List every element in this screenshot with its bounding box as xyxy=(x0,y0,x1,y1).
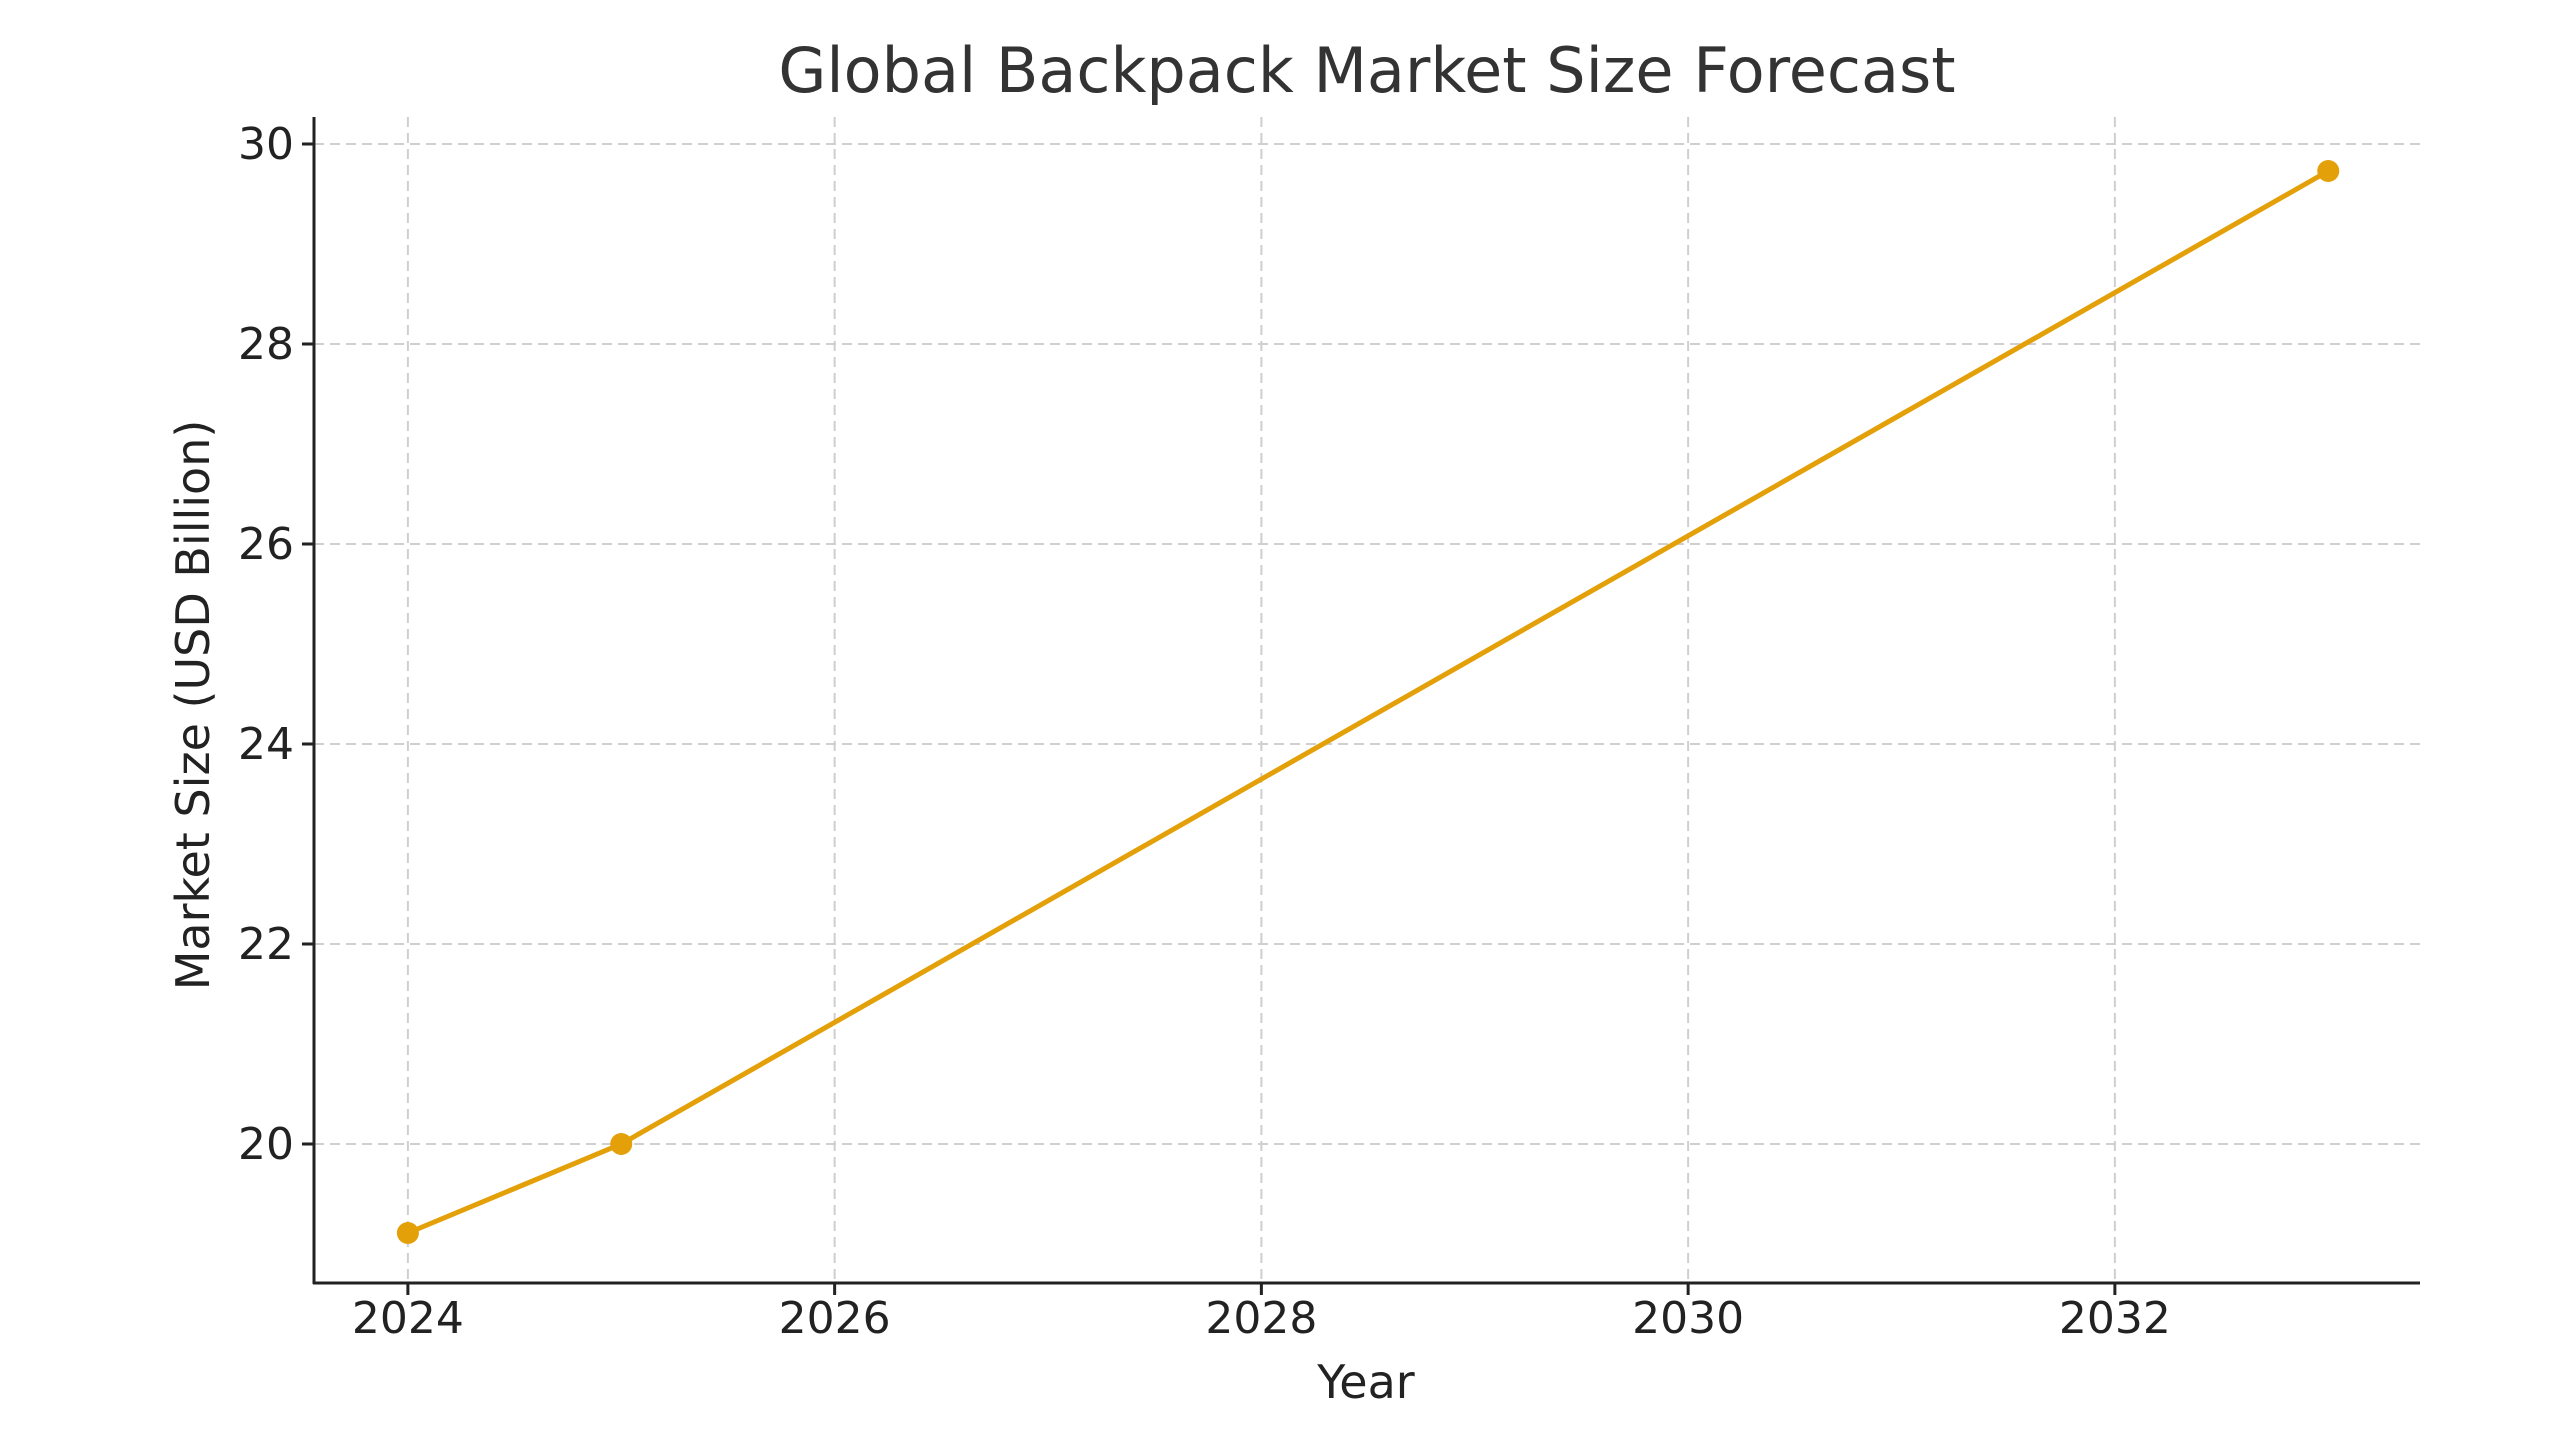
x-axis-label: Year xyxy=(1316,1355,1414,1409)
chart-title: Global Backpack Market Size Forecast xyxy=(778,34,1955,107)
y-axis-label: Market Size (USD Billion) xyxy=(166,420,220,991)
grid-lines xyxy=(314,117,2420,1283)
y-tick-label: 28 xyxy=(238,319,294,370)
axes xyxy=(312,117,2420,1285)
y-ticks: 20 22 24 26 28 30 xyxy=(238,119,314,1170)
x-tick-label: 2030 xyxy=(1632,1293,1744,1344)
x-tick-label: 2026 xyxy=(779,1293,891,1344)
x-tick-label: 2028 xyxy=(1205,1293,1317,1344)
y-tick-label: 24 xyxy=(238,719,294,770)
y-tick-label: 22 xyxy=(238,919,294,970)
y-tick-label: 26 xyxy=(238,519,294,570)
y-tick-label: 30 xyxy=(238,119,294,170)
data-point-marker xyxy=(610,1133,633,1155)
data-point-marker xyxy=(396,1222,419,1244)
y-tick-label: 20 xyxy=(238,1119,294,1170)
x-tick-label: 2032 xyxy=(2059,1293,2171,1344)
x-tick-label: 2024 xyxy=(352,1293,464,1344)
series-line xyxy=(406,168,2330,1236)
data-series xyxy=(396,160,2340,1244)
x-ticks: 2024 2026 2028 2030 2032 xyxy=(352,1283,2171,1344)
data-point-marker xyxy=(2317,160,2340,182)
